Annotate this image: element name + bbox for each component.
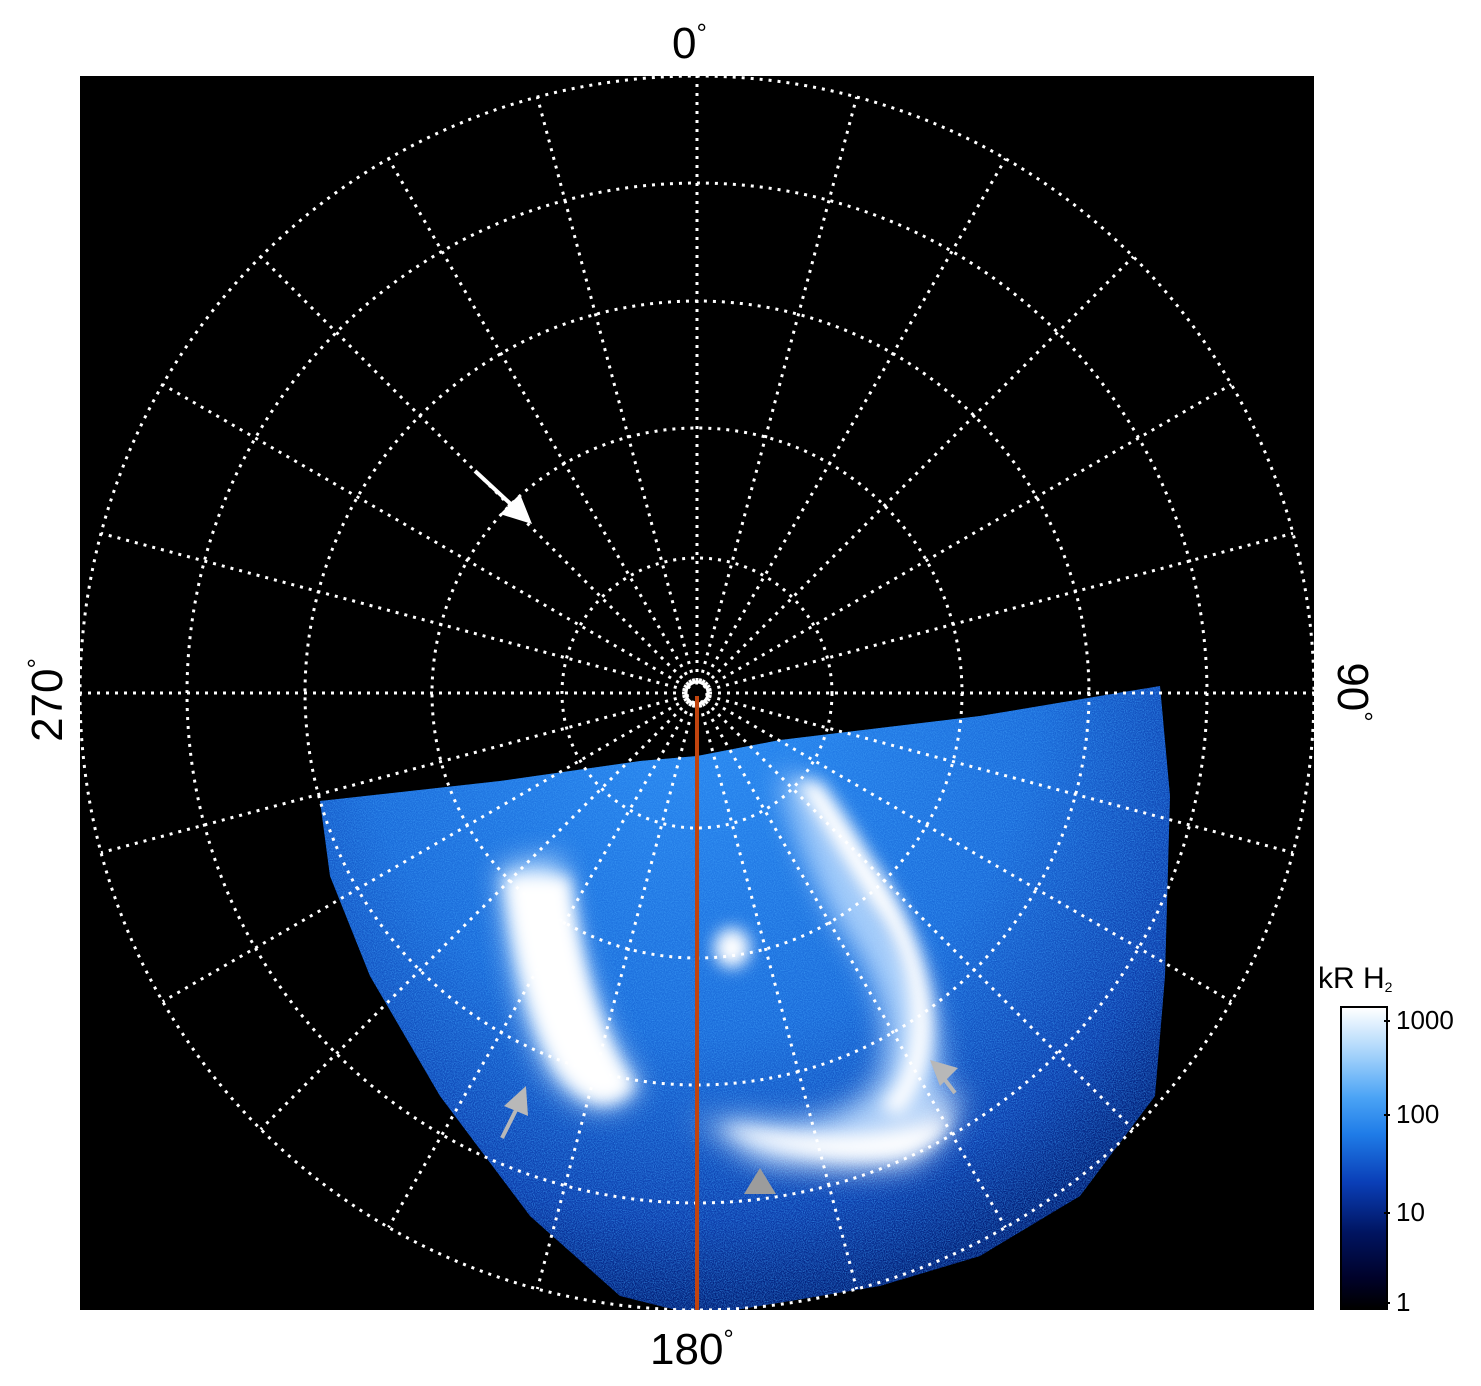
meridian-line	[259, 700, 690, 1131]
colorbar-tick-label: 1	[1396, 1287, 1411, 1317]
longitude-label-0: 0°	[672, 18, 707, 68]
colorbar-tick-label: 100	[1396, 1099, 1440, 1129]
gray-arrow-bottom	[744, 1168, 776, 1194]
longitude-label-180: 180°	[650, 1324, 734, 1374]
meridian-line	[698, 704, 859, 1290]
meridian-line	[704, 255, 1135, 686]
longitude-label-90: 90°	[1328, 662, 1378, 722]
gray-arrow-dusk	[930, 1060, 958, 1095]
colorbar-tickmark	[1384, 1020, 1390, 1022]
meridian-line	[701, 702, 1007, 1229]
colorbar-title: kR H2	[1318, 962, 1393, 995]
meridian-line	[708, 694, 1294, 855]
colorbar-tickmark	[1384, 1302, 1390, 1304]
meridian-line	[706, 383, 1233, 689]
meridian-line	[704, 700, 1135, 1131]
colorbar-tick-label: 1000	[1396, 1005, 1454, 1035]
colorbar-tick-label: 10	[1396, 1197, 1425, 1227]
polar-aurora-image	[78, 74, 1316, 1316]
meridian-line	[387, 702, 693, 1229]
meridian-line	[535, 96, 696, 682]
meridian-line	[161, 697, 688, 1003]
meridian-line	[701, 157, 1007, 684]
meridian-line	[161, 383, 688, 689]
meridian-line	[387, 157, 693, 684]
white-arrow	[473, 469, 532, 524]
colorbar-tickmark	[1384, 1212, 1390, 1214]
gray-arrow-dawn	[500, 1086, 528, 1139]
meridian-line	[100, 531, 686, 692]
longitude-label-270: 270°	[22, 658, 72, 742]
emission-region	[320, 686, 1170, 1316]
meridian-line	[259, 255, 690, 686]
colorbar-tickmark	[1384, 1114, 1390, 1116]
colorbar	[1340, 1006, 1388, 1310]
meridian-line	[535, 704, 696, 1290]
polar-projection-svg	[78, 74, 1316, 1316]
meridian-line	[706, 697, 1233, 1003]
meridian-line	[100, 694, 686, 855]
meridian-line	[708, 531, 1294, 692]
meridian-line	[698, 96, 859, 682]
